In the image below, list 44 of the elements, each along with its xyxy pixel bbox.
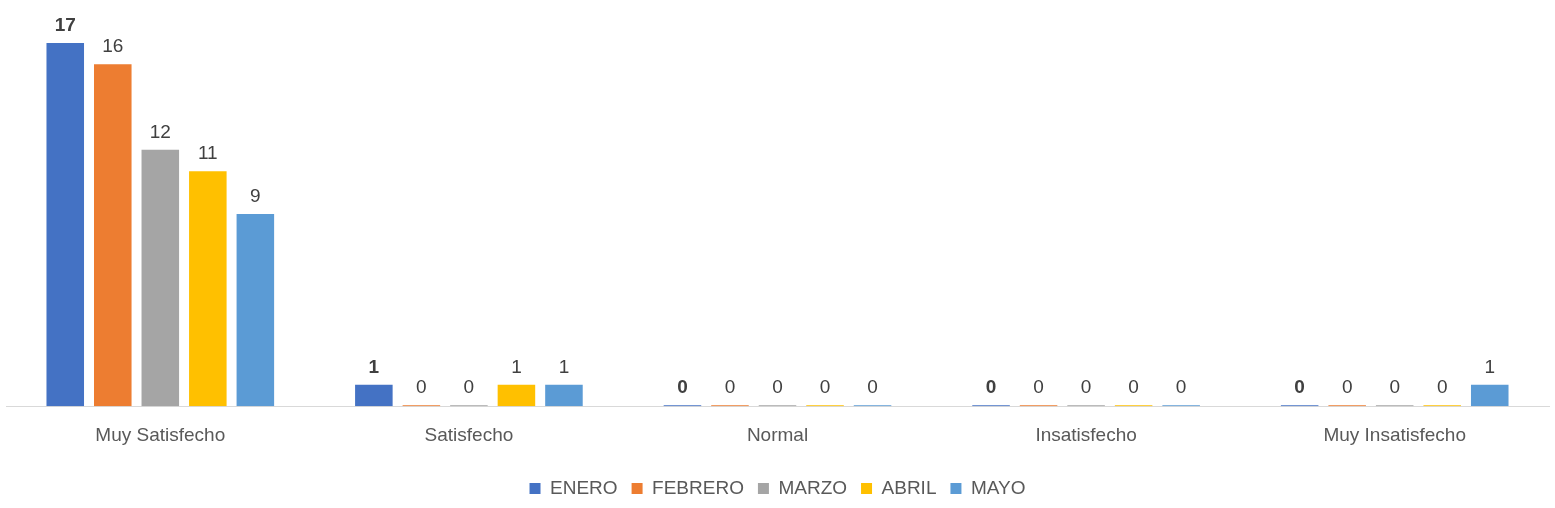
data-label: 0 xyxy=(772,375,783,397)
legend-label: MARZO xyxy=(778,476,848,498)
data-label: 0 xyxy=(1080,375,1092,397)
data-label: 11 xyxy=(197,141,218,163)
data-label: 0 xyxy=(463,375,475,397)
data-label: 0 xyxy=(1033,375,1044,397)
bar xyxy=(141,149,180,407)
data-label: 0 xyxy=(1294,375,1305,397)
data-label: 0 xyxy=(1128,375,1139,397)
data-label: 0 xyxy=(677,375,688,397)
bar xyxy=(1470,384,1509,407)
data-label: 16 xyxy=(102,35,124,57)
data-label: 0 xyxy=(416,375,427,397)
bar xyxy=(545,384,583,407)
x-tick-label: Muy Satisfecho xyxy=(95,423,226,445)
data-label: 0 xyxy=(1341,375,1353,397)
data-label: 0 xyxy=(819,375,831,397)
data-label: 0 xyxy=(724,375,736,397)
data-label: 12 xyxy=(149,120,171,142)
legend-label: MAYO xyxy=(970,476,1026,498)
bar xyxy=(236,213,275,407)
data-label: 0 xyxy=(985,375,997,397)
x-tick-label: Normal xyxy=(746,423,809,445)
data-label: 1 xyxy=(368,355,380,377)
data-label: 0 xyxy=(1389,375,1400,397)
x-tick-label: Muy Insatisfecho xyxy=(1323,423,1466,445)
x-tick-label: Insatisfecho xyxy=(1035,423,1137,445)
bar xyxy=(355,384,393,407)
bar xyxy=(46,43,85,407)
legend-label: ENERO xyxy=(550,476,618,498)
data-label: 0 xyxy=(867,375,878,397)
legend-label: ABRIL xyxy=(881,476,937,498)
data-label: 1 xyxy=(1484,355,1496,377)
data-label: 0 xyxy=(1436,375,1448,397)
legend-label: FEBRERO xyxy=(652,476,744,498)
x-tick-label: Satisfecho xyxy=(424,423,514,445)
data-label: 17 xyxy=(54,13,76,35)
bar xyxy=(94,64,132,407)
bar xyxy=(189,171,227,407)
bar xyxy=(497,384,536,407)
data-label: 1 xyxy=(558,355,570,377)
data-label: 9 xyxy=(250,184,261,206)
data-label: 1 xyxy=(511,355,522,377)
data-label: 0 xyxy=(1175,375,1187,397)
